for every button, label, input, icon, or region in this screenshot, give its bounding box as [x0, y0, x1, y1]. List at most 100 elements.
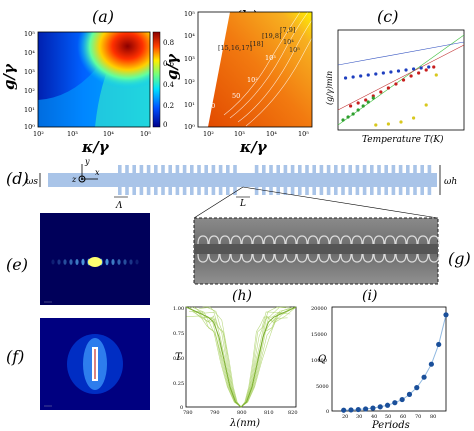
sem-tooth — [340, 253, 352, 263]
sem-tooth — [241, 253, 253, 263]
grating-tooth — [218, 187, 223, 195]
data-point — [355, 406, 361, 413]
y-tick: 10⁰ — [184, 123, 195, 131]
sem-tooth — [395, 235, 407, 245]
contour-label: 10⁴ — [283, 38, 294, 46]
cbar-tick: 0.4 — [163, 81, 175, 89]
x-tick: 80 — [430, 414, 436, 420]
contour-label: 10³ — [265, 54, 276, 62]
zoom-line-right — [242, 186, 439, 219]
grating-tooth — [146, 165, 151, 173]
grating-tooth — [211, 187, 216, 195]
panel-h-xlabel: λ(nm) — [229, 418, 260, 429]
x-tick: 60 — [400, 414, 406, 420]
grating-tooth — [276, 187, 280, 195]
panel-h-ylabel: T — [175, 352, 183, 363]
data-point — [381, 71, 385, 75]
sem-tooth — [296, 253, 308, 263]
data-point — [370, 405, 376, 411]
grating-tooth — [204, 187, 208, 195]
panel-a-xlabel: κ/γ — [81, 138, 110, 156]
panel-h-plot — [185, 306, 297, 408]
grating-tooth — [154, 187, 158, 195]
cbar-tick: 0 — [163, 121, 167, 129]
sem-tooth — [329, 235, 341, 245]
y-tick: 10¹ — [24, 106, 35, 114]
panel-i-ylabel: Q — [318, 354, 326, 365]
y-tick: 10² — [24, 87, 35, 95]
data-point — [384, 402, 391, 408]
y-tick: 1.00 — [173, 306, 184, 312]
sem-tooth — [406, 235, 418, 245]
data-point — [443, 312, 449, 318]
sem-tooth — [406, 253, 418, 263]
data-point — [428, 361, 434, 367]
data-point — [371, 96, 375, 100]
grating-tooth — [254, 187, 259, 195]
panel-b-xlabel: κ/γ — [239, 138, 268, 156]
x-tick: 20 — [342, 414, 348, 420]
sem-tooth — [219, 235, 231, 245]
sem-tooth — [417, 253, 429, 263]
data-point — [377, 404, 383, 410]
sem-tooth — [197, 235, 209, 245]
grating-tooth — [348, 165, 352, 173]
fringe-spot — [57, 259, 61, 265]
data-point — [421, 374, 427, 380]
data-point — [401, 78, 406, 82]
sem-tooth — [373, 253, 385, 263]
y-tick: 5000 — [316, 384, 329, 390]
sem-tooth — [230, 253, 242, 263]
sem-teeth — [197, 235, 440, 263]
grating-tooth — [218, 165, 223, 173]
x-tick: 30 — [356, 414, 362, 420]
contour-label: 10² — [247, 76, 258, 84]
fringe-spot — [105, 258, 109, 266]
axis-x-label: x — [95, 168, 100, 177]
grating-tooth — [125, 187, 129, 195]
panel-a-ylabel: g/γ — [0, 63, 18, 90]
x-tick: 10² — [33, 130, 44, 138]
data-point — [363, 406, 369, 412]
data-point — [351, 112, 355, 116]
panel-h: (h) 1.00 0.75 0.50 0.25 0 780 790 800 81… — [173, 288, 298, 429]
waveguide-core — [48, 173, 437, 187]
panel-f-label: (f) — [6, 347, 24, 366]
sem-tooth — [384, 235, 396, 245]
data-point — [349, 104, 353, 108]
panel-f: (f) — [6, 318, 150, 410]
fringe-spot — [51, 259, 55, 265]
data-point — [379, 90, 383, 94]
grating-tooth — [348, 187, 352, 195]
panel-e-label: (e) — [6, 255, 28, 274]
panel-h-frame — [185, 306, 297, 408]
data-point — [343, 76, 348, 80]
panel-b-contour — [229, 11, 309, 119]
x-tick: 40 — [371, 414, 377, 420]
sem-tooth — [307, 253, 319, 263]
data-point — [424, 103, 428, 107]
data-point — [351, 75, 355, 79]
grating-tooth — [398, 165, 403, 173]
x-tick: 820 — [288, 410, 298, 416]
panel-i-frame — [331, 306, 447, 412]
sem-tooth — [274, 253, 286, 263]
fringe-spot — [69, 259, 73, 265]
panel-i-plot — [341, 312, 449, 413]
fringe-spot — [117, 259, 121, 265]
grating-tooth — [391, 187, 396, 195]
fringe-spot — [135, 259, 139, 265]
grating-tooth — [233, 187, 237, 195]
grating-tooth — [262, 165, 266, 173]
grating-tooth — [118, 187, 122, 195]
sem-tooth — [428, 253, 440, 263]
contour-label: 20 — [207, 102, 215, 110]
grating-tooth — [161, 165, 165, 173]
grating-tooth — [125, 165, 129, 173]
grating-tooth — [118, 165, 122, 173]
fringe-spot — [81, 258, 85, 266]
waveguide-teeth — [118, 165, 432, 195]
y-tick: 10000 — [311, 358, 327, 364]
y-tick: 10⁰ — [24, 123, 35, 131]
sem-tooth — [296, 235, 308, 245]
